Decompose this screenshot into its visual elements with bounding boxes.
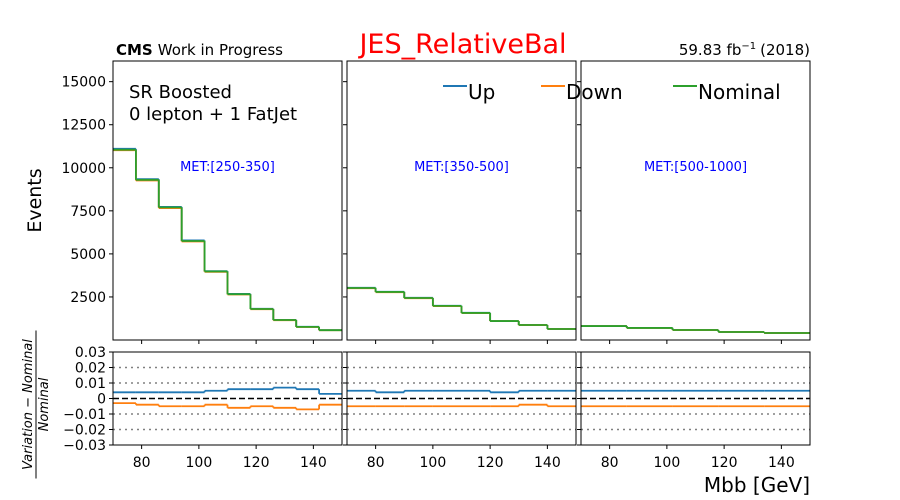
y-tick-label: 10000 xyxy=(61,161,106,177)
y-tick-label: 15000 xyxy=(61,75,106,91)
x-tick-label: 120 xyxy=(243,455,270,471)
x-axis-label: Mbb [GeV] xyxy=(704,473,810,497)
x-tick-label: 100 xyxy=(186,455,213,471)
lumi-exponent: −1 xyxy=(741,41,756,52)
panel: 2500 5000 7500 10000 12500 15000 MET:[250-350]… xyxy=(24,60,343,344)
y-tick-label: 2500 xyxy=(70,290,106,306)
legend-label: Down xyxy=(566,80,623,104)
bin-annotation: MET:[350-500] xyxy=(414,160,509,175)
x-tick-label: 120 xyxy=(711,455,738,471)
x-tick-label: 100 xyxy=(654,455,681,471)
lumi-period: (2018) xyxy=(760,41,810,59)
panel: 80 100 120 140 xyxy=(343,351,577,471)
x-tick-label: 140 xyxy=(300,455,327,471)
y-tick-label: −0.03 xyxy=(63,438,106,454)
panel: 80 100 120 140 Mbb [GeV] xyxy=(577,351,811,497)
x-tick-label: 120 xyxy=(477,455,504,471)
panel-frame xyxy=(346,60,577,341)
y-tick-label: 0.01 xyxy=(75,376,106,392)
panel-frame xyxy=(580,60,811,341)
lumi-value: 59.83 fb xyxy=(679,41,742,59)
y-tick-label: −0.01 xyxy=(63,407,106,423)
figure-title: JES_RelativeBal xyxy=(357,29,566,60)
experiment-label: CMS Work in Progress xyxy=(116,41,283,59)
region-label: SR Boosted xyxy=(129,82,232,103)
region-label: 0 lepton + 1 FatJet xyxy=(129,104,297,125)
y-tick-label: −0.02 xyxy=(63,423,106,439)
y-axis-label-denominator: Nominal xyxy=(37,377,52,431)
bin-annotation: MET:[500-1000] xyxy=(644,160,747,175)
x-tick-label: 80 xyxy=(367,455,385,471)
y-axis-label: Events xyxy=(24,168,46,232)
x-tick-label: 80 xyxy=(601,455,619,471)
y-tick-label: 12500 xyxy=(61,118,106,134)
y-tick-label: 0.02 xyxy=(75,361,106,377)
legend-label: Up xyxy=(468,80,495,104)
panel: MET:[500-1000] xyxy=(577,60,811,344)
y-tick-label: 7500 xyxy=(70,204,106,220)
bin-annotation: MET:[250-350] xyxy=(180,160,275,175)
y-axis-label-numerator: Variation − Nominal xyxy=(21,339,36,470)
x-tick-label: 80 xyxy=(133,455,151,471)
status-label: Work in Progress xyxy=(158,41,283,59)
cms-label: CMS xyxy=(116,41,153,59)
panel: MET:[350-500] Up Down Nominal xyxy=(343,60,781,344)
x-tick-label: 100 xyxy=(420,455,447,471)
x-tick-label: 140 xyxy=(768,455,795,471)
legend-label: Nominal xyxy=(698,80,781,104)
y-axis-label: Variation − Nominal Nominal xyxy=(21,330,52,479)
y-tick-label: 0 xyxy=(97,392,106,408)
panel-frame xyxy=(112,60,343,341)
y-tick-label: 0.03 xyxy=(75,345,106,361)
lumi-label: 59.83 fb−1 (2018) xyxy=(679,41,810,59)
y-tick-label: 5000 xyxy=(70,247,106,263)
x-tick-label: 140 xyxy=(534,455,561,471)
